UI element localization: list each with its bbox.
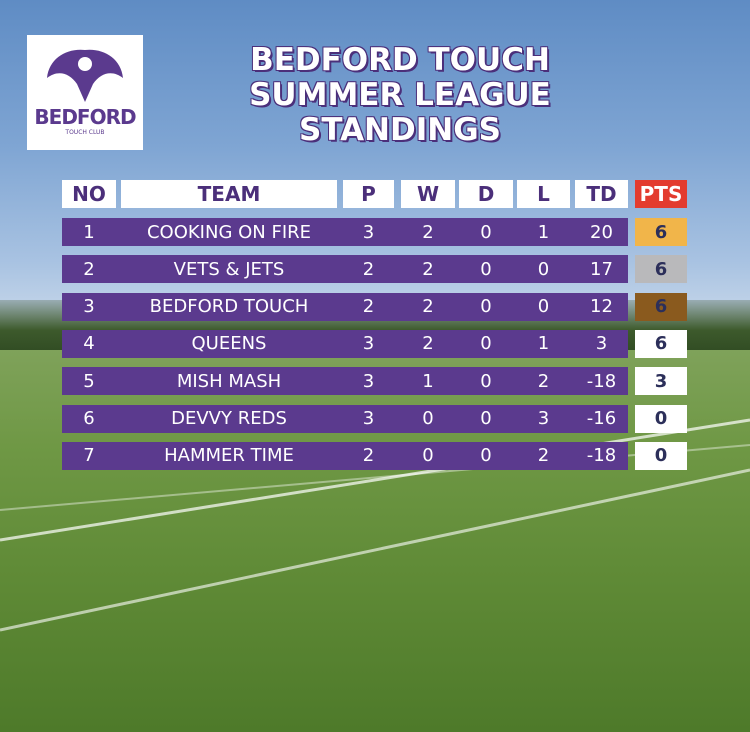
table-cell: 2 bbox=[422, 296, 434, 318]
table-cell: 2 bbox=[362, 258, 375, 280]
table-cell: 4 bbox=[83, 333, 95, 355]
logo-subtitle: TOUCH CLUB bbox=[65, 129, 105, 136]
table-cell: 12 bbox=[590, 296, 613, 318]
table-cell: 0 bbox=[480, 370, 492, 392]
table-cell: 1 bbox=[537, 221, 550, 243]
table-cell: 0 bbox=[480, 408, 492, 429]
table-cell: QUEENS bbox=[191, 333, 267, 355]
table-cell: 2 bbox=[422, 221, 434, 243]
table-cell: 3 bbox=[362, 408, 375, 429]
points-cell: 0 bbox=[635, 441, 687, 470]
table-cell: COOKING ON FIRE bbox=[146, 221, 312, 243]
table-cell: 3 bbox=[595, 333, 608, 355]
table-cell: 2 bbox=[422, 258, 434, 280]
header-cell: P bbox=[343, 180, 394, 208]
table-cell: BEDFORD TOUCH bbox=[149, 296, 309, 318]
table-cell: HAMMER TIME bbox=[164, 445, 294, 467]
row-bar bbox=[62, 367, 628, 396]
table-cell: 3 bbox=[362, 370, 375, 392]
table-cell: 6 bbox=[83, 408, 95, 429]
table-cell: 3 bbox=[362, 333, 375, 355]
logo: BEDFORD TOUCH CLUB bbox=[27, 35, 143, 150]
table-cell: 0 bbox=[480, 258, 492, 280]
table-cell: 20 bbox=[590, 221, 613, 243]
table-cell: -16 bbox=[586, 408, 617, 429]
table-cell: 3 bbox=[83, 296, 95, 318]
row-bar bbox=[62, 329, 628, 358]
points-cell: 6 bbox=[635, 292, 687, 321]
table-cell: 0 bbox=[480, 333, 492, 355]
table-cell: 2 bbox=[422, 333, 434, 355]
table-cell: 1 bbox=[83, 221, 95, 243]
title-line: BEDFORD TOUCH bbox=[250, 42, 550, 78]
table-cell: 0 bbox=[480, 296, 492, 318]
points-cell: 3 bbox=[635, 367, 687, 396]
header-cell: TEAM bbox=[121, 180, 337, 208]
header-cell: NO bbox=[62, 180, 116, 208]
table-cell: 2 bbox=[537, 370, 550, 392]
logo-bird bbox=[47, 49, 123, 102]
table-cell: 5 bbox=[83, 370, 95, 392]
table-cell: 1 bbox=[422, 370, 434, 392]
row-bar bbox=[62, 404, 628, 433]
row-bar bbox=[62, 292, 628, 321]
table-cell: 2 bbox=[83, 258, 95, 280]
title-line: STANDINGS bbox=[299, 112, 501, 148]
table-cell: 0 bbox=[537, 296, 550, 318]
header-cell: PTS bbox=[635, 180, 687, 208]
points-cell: 0 bbox=[635, 404, 687, 433]
table-cell: 0 bbox=[422, 445, 434, 467]
table-cell: -18 bbox=[586, 445, 617, 467]
header-cell: W bbox=[401, 180, 455, 208]
table-cell: VETS & JETS bbox=[173, 258, 285, 280]
table-cell: 2 bbox=[362, 296, 375, 318]
table-cell: MISH MASH bbox=[176, 370, 282, 392]
header-cell: D bbox=[459, 180, 513, 208]
table-cell: 17 bbox=[590, 258, 613, 280]
table-cell: 0 bbox=[537, 258, 550, 280]
title-line: SUMMER LEAGUE bbox=[249, 77, 551, 113]
points-cell: 6 bbox=[635, 255, 687, 284]
logo-name: BEDFORD bbox=[34, 105, 136, 129]
table-cell: -18 bbox=[586, 370, 617, 392]
table-cell: 0 bbox=[422, 408, 434, 429]
table-cell: DEVVY REDS bbox=[171, 408, 287, 429]
table-cell: 2 bbox=[537, 445, 550, 467]
table-cell: 2 bbox=[362, 445, 375, 467]
header-cell: TD bbox=[575, 180, 628, 208]
row-bar bbox=[62, 441, 628, 470]
header-cell: L bbox=[517, 180, 570, 208]
row-bar bbox=[62, 255, 628, 284]
table-cell: 3 bbox=[362, 221, 375, 243]
points-cell: 6 bbox=[635, 218, 687, 246]
points-cell: 6 bbox=[635, 329, 687, 358]
table-cell: 3 bbox=[537, 408, 550, 429]
table-cell: 1 bbox=[537, 333, 550, 355]
table-cell: 0 bbox=[480, 221, 492, 243]
table-cell: 0 bbox=[480, 445, 492, 467]
table-cell: 7 bbox=[83, 445, 95, 467]
row-bar bbox=[62, 218, 628, 246]
